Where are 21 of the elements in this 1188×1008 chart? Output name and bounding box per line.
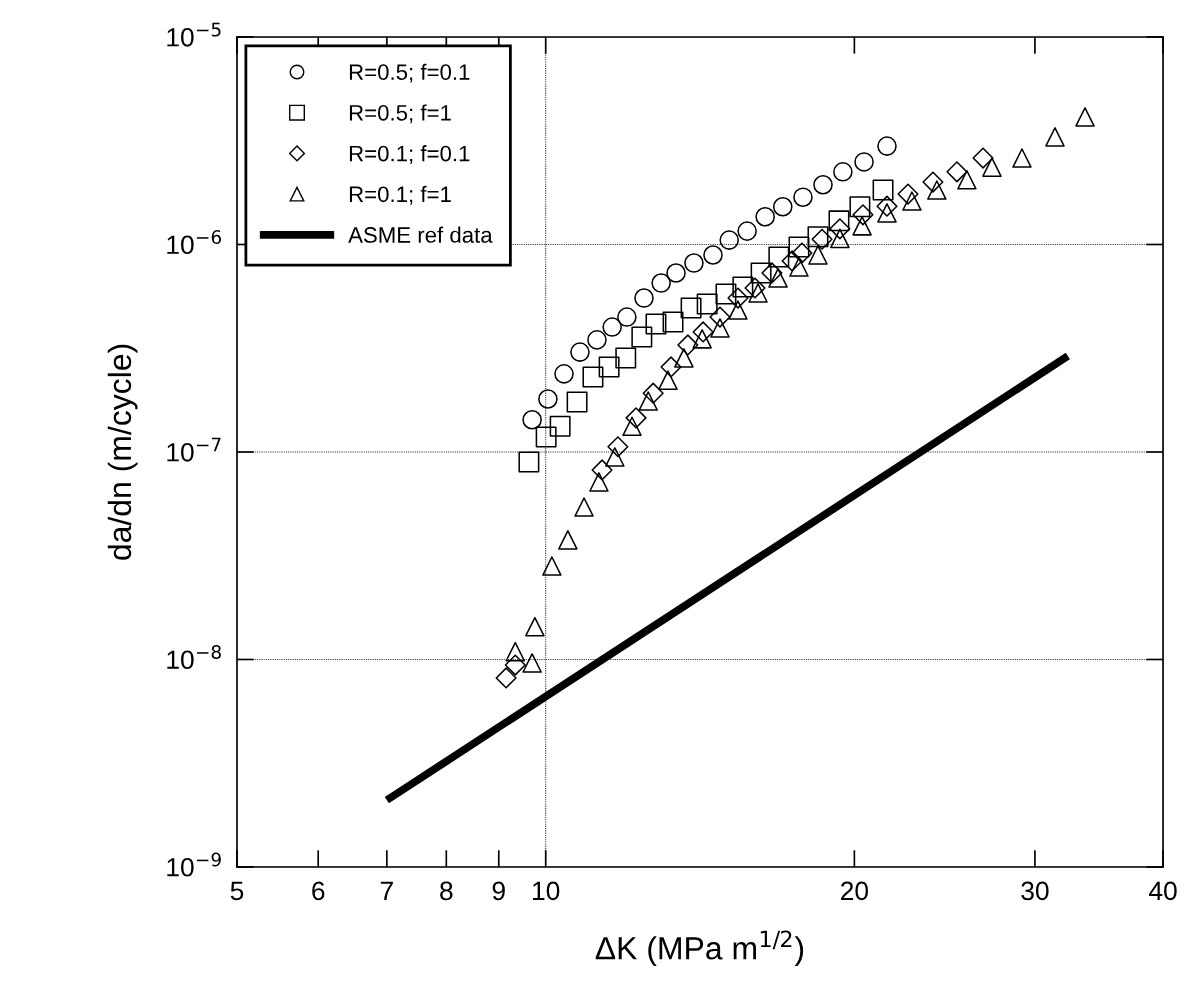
x-tick-label: 9 — [492, 881, 505, 901]
legend-label: R=0.1; f=0.1 — [349, 145, 470, 165]
x-tick-label: 30 — [1021, 881, 1049, 901]
x-tick-label: 10 — [533, 881, 560, 901]
legend-label: R=0.1; f=1 — [349, 185, 451, 205]
x-tick-label: 6 — [312, 881, 325, 901]
legend-label: ASME ref data — [348, 226, 493, 243]
legend-label: R=0.5; f=0.1 — [349, 63, 470, 83]
y-tick-label: 10$^{−5}$ — [167, 22, 221, 47]
y-tick-label: 10$^{−8}$ — [167, 645, 221, 670]
x-tick-label: 7 — [380, 881, 393, 900]
x-tick-label: 8 — [440, 881, 453, 901]
y-tick-label: 10$^{−6}$ — [167, 230, 221, 255]
x-axis-title: ΔK (MPa m$^{1/2}$) — [595, 930, 804, 966]
legend-label: R=0.5; f=1 — [349, 104, 451, 124]
x-tick-label: 5 — [230, 881, 244, 901]
y-tick-label: 10$^{−9}$ — [167, 852, 221, 877]
y-axis-title: da/dn (m/cycle) — [107, 344, 138, 560]
x-tick-label: 40 — [1148, 881, 1177, 901]
x-tick-label: 20 — [841, 881, 869, 901]
y-tick-label: 10$^{−7}$ — [167, 437, 221, 462]
